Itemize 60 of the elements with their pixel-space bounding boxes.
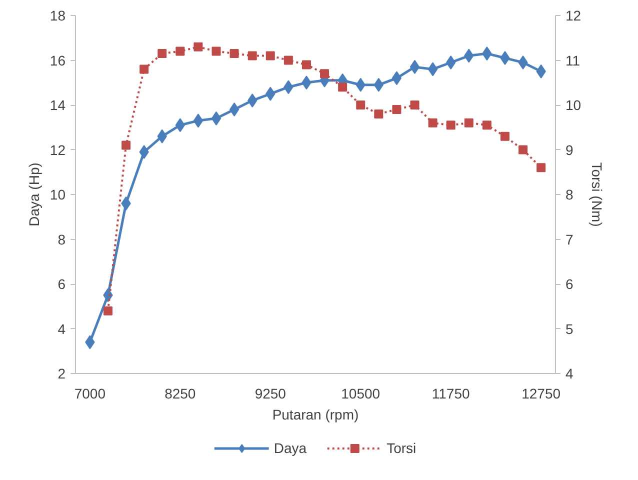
point	[428, 62, 438, 76]
point	[428, 118, 438, 128]
y2-tick-label: 8	[566, 186, 574, 202]
y2-tick-label: 7	[566, 231, 574, 248]
y-axis-title: Daya (Hp)	[26, 162, 42, 226]
y2-tick-label: 9	[566, 142, 574, 158]
legend-label: Torsi	[386, 440, 416, 456]
y2-tick-label: 5	[566, 320, 574, 337]
y-tick-label: 12	[50, 142, 66, 158]
x-tick-label: 10500	[341, 386, 380, 402]
y-tick-label: 18	[50, 8, 66, 24]
x-tick-label: 9250	[254, 386, 286, 402]
point	[122, 140, 131, 150]
x-tick-label: 8250	[164, 386, 196, 402]
point	[338, 82, 348, 92]
point	[103, 306, 112, 316]
y2-tick-label: 4	[566, 366, 574, 382]
point	[176, 46, 185, 56]
y-tick-label: 10	[50, 186, 66, 202]
point	[536, 163, 546, 172]
point	[140, 64, 149, 74]
y-tick-label: 8	[58, 231, 66, 248]
y2-tick-label: 12	[566, 8, 582, 24]
point	[500, 132, 510, 141]
point	[320, 69, 330, 78]
point	[464, 118, 474, 128]
point	[212, 46, 221, 56]
point	[518, 145, 528, 154]
point	[410, 100, 420, 110]
point	[482, 120, 492, 130]
y-tick-label: 14	[50, 97, 66, 113]
y-tick-label: 2	[58, 366, 66, 382]
y2-tick-label: 6	[566, 276, 574, 292]
x-tick-label: 12750	[522, 386, 561, 402]
y2-tick-label: 10	[566, 97, 582, 113]
point	[193, 114, 204, 128]
point	[230, 49, 239, 58]
y2-axis-title: Torsi (Nm)	[589, 162, 606, 227]
point	[248, 51, 257, 60]
y-tick-label: 6	[58, 276, 66, 292]
x-axis-title: Putaran (rpm)	[272, 406, 359, 422]
point	[229, 102, 240, 116]
legend-label: Daya	[274, 440, 307, 456]
y-tick-label: 4	[58, 320, 66, 337]
point	[211, 111, 222, 126]
y-tick-label: 16	[50, 52, 66, 68]
point	[284, 56, 293, 65]
point	[194, 42, 203, 52]
point	[302, 60, 311, 70]
y2-tick-label: 11	[566, 52, 580, 68]
point	[392, 71, 402, 86]
point	[410, 60, 420, 74]
point	[392, 104, 402, 114]
point	[266, 51, 275, 60]
point	[446, 120, 456, 130]
x-tick-label: 11750	[432, 386, 470, 402]
point	[356, 100, 366, 110]
point	[374, 109, 384, 118]
point	[158, 49, 167, 58]
x-tick-label: 7000	[74, 386, 106, 402]
